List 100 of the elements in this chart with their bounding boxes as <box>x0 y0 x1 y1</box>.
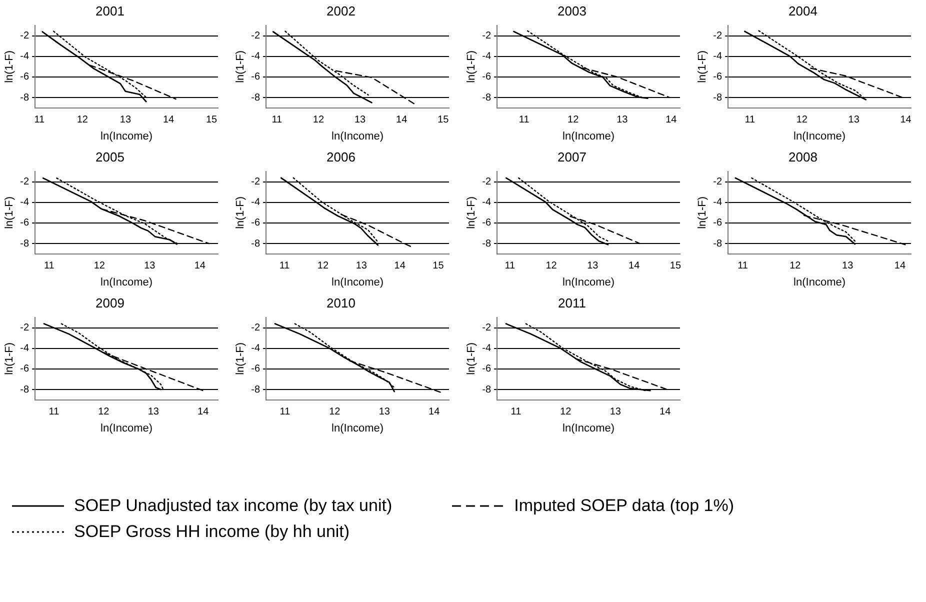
x-tick-label: 14 <box>162 114 175 126</box>
y-tick-label: -6 <box>251 364 261 375</box>
x-axis-title: ln(Income) <box>332 422 384 434</box>
x-tick-label: 11 <box>44 260 55 272</box>
y-axis-title: ln(1-F) <box>4 196 16 229</box>
x-tick-label: 14 <box>394 260 406 272</box>
x-tick-label: 15 <box>438 114 450 126</box>
x-tick-label: 14 <box>396 114 408 126</box>
x-tick-label: 11 <box>738 260 748 272</box>
chart-title: 2007 <box>558 149 586 164</box>
x-tick-label: 13 <box>587 260 599 272</box>
y-tick-label: -8 <box>251 92 261 104</box>
chart-title: 2004 <box>788 3 818 18</box>
x-axis-title: ln(Income) <box>100 422 153 434</box>
y-axis-title: ln(1-F) <box>466 342 478 375</box>
x-tick-label: 11 <box>510 406 522 418</box>
y-tick-label: -2 <box>482 176 492 188</box>
y-tick-label: -6 <box>251 72 261 83</box>
chart-title: 2008 <box>788 149 818 164</box>
x-tick-label: 11 <box>34 114 46 126</box>
x-axis-title: ln(Income) <box>332 130 384 142</box>
y-tick-label: -4 <box>251 343 261 354</box>
y-tick-label: -6 <box>482 72 492 83</box>
x-axis-title: ln(Income) <box>794 276 846 288</box>
x-tick-label: 15 <box>670 260 682 272</box>
y-tick-label: -4 <box>482 51 492 62</box>
y-tick-label: -2 <box>20 176 30 188</box>
y-tick-label: -2 <box>20 30 30 42</box>
y-tick-label: -8 <box>251 384 261 396</box>
x-tick-label: 14 <box>428 406 440 418</box>
x-tick-label: 11 <box>744 114 756 126</box>
x-tick-label: 11 <box>272 114 283 126</box>
y-tick-label: -4 <box>251 51 261 62</box>
x-tick-label: 14 <box>198 406 210 418</box>
y-axis-title: ln(1-F) <box>696 196 709 229</box>
x-tick-label: 12 <box>312 114 324 126</box>
y-axis-title: ln(1-F) <box>234 342 247 375</box>
x-tick-label: 15 <box>432 260 444 272</box>
chart-title: 2005 <box>96 149 124 164</box>
y-tick-label: -2 <box>482 30 492 42</box>
x-tick-label: 13 <box>610 406 622 418</box>
y-tick-label: -6 <box>20 72 30 83</box>
legend-label: SOEP Unadjusted tax income (by tax unit) <box>74 496 392 516</box>
y-tick-label: -8 <box>482 384 492 396</box>
x-axis-title: ln(Income) <box>562 422 615 434</box>
y-axis-title: ln(1-F) <box>234 50 247 83</box>
chart-title: 2002 <box>326 3 356 18</box>
x-axis-title: ln(Income) <box>332 276 384 288</box>
chart-title: 2009 <box>96 295 124 310</box>
x-tick-label: 12 <box>76 114 88 126</box>
x-tick-label: 13 <box>148 406 160 418</box>
y-tick-label: -6 <box>713 72 723 83</box>
y-tick-label: -6 <box>482 364 492 375</box>
x-tick-label: 14 <box>194 260 206 272</box>
y-tick-label: -2 <box>713 30 723 42</box>
x-tick-label: 12 <box>98 406 110 418</box>
x-tick-label: 14 <box>628 260 640 272</box>
chart-title: 2001 <box>96 3 124 18</box>
y-tick-label: -8 <box>20 92 30 104</box>
y-tick-label: -8 <box>713 92 723 104</box>
y-tick-label: -4 <box>20 343 30 354</box>
chart-title: 2010 <box>326 295 356 310</box>
y-tick-label: -4 <box>713 197 723 208</box>
y-axis-title: ln(1-F) <box>696 50 709 83</box>
y-tick-label: -2 <box>251 322 261 334</box>
x-tick-label: 13 <box>144 260 156 272</box>
x-tick-label: 13 <box>120 114 132 126</box>
y-tick-label: -8 <box>20 238 30 250</box>
y-tick-label: -6 <box>713 218 723 229</box>
x-tick-label: 11 <box>280 406 291 418</box>
x-axis-title: ln(Income) <box>100 276 153 288</box>
x-tick-label: 14 <box>900 114 912 126</box>
legend-label: SOEP Gross HH income (by hh unit) <box>74 522 350 542</box>
y-tick-label: -4 <box>482 343 492 354</box>
y-axis-title: ln(1-F) <box>234 196 247 229</box>
y-axis-title: ln(1-F) <box>466 50 478 83</box>
x-tick-label: 15 <box>206 114 218 126</box>
x-tick-label: 12 <box>568 114 580 126</box>
x-tick-label: 13 <box>842 260 854 272</box>
y-tick-label: -8 <box>20 384 30 396</box>
x-tick-label: 14 <box>666 114 678 126</box>
y-tick-label: -6 <box>482 218 492 229</box>
x-tick-label: 13 <box>848 114 860 126</box>
x-tick-label: 12 <box>94 260 106 272</box>
x-tick-label: 12 <box>546 260 558 272</box>
x-tick-label: 12 <box>560 406 572 418</box>
y-tick-label: -2 <box>713 176 723 188</box>
y-tick-label: -6 <box>20 364 30 375</box>
x-tick-label: 13 <box>378 406 390 418</box>
x-tick-label: 13 <box>616 114 628 126</box>
y-tick-label: -4 <box>251 197 261 208</box>
chart-title: 2003 <box>558 3 586 18</box>
x-tick-label: 12 <box>796 114 808 126</box>
y-tick-label: -2 <box>251 176 261 188</box>
x-axis-title: ln(Income) <box>562 130 615 142</box>
legend-label: Imputed SOEP data (top 1%) <box>514 496 734 516</box>
y-tick-label: -6 <box>251 218 261 229</box>
x-tick-label: 11 <box>504 260 516 272</box>
x-axis-title: ln(Income) <box>562 276 615 288</box>
y-tick-label: -4 <box>482 197 492 208</box>
